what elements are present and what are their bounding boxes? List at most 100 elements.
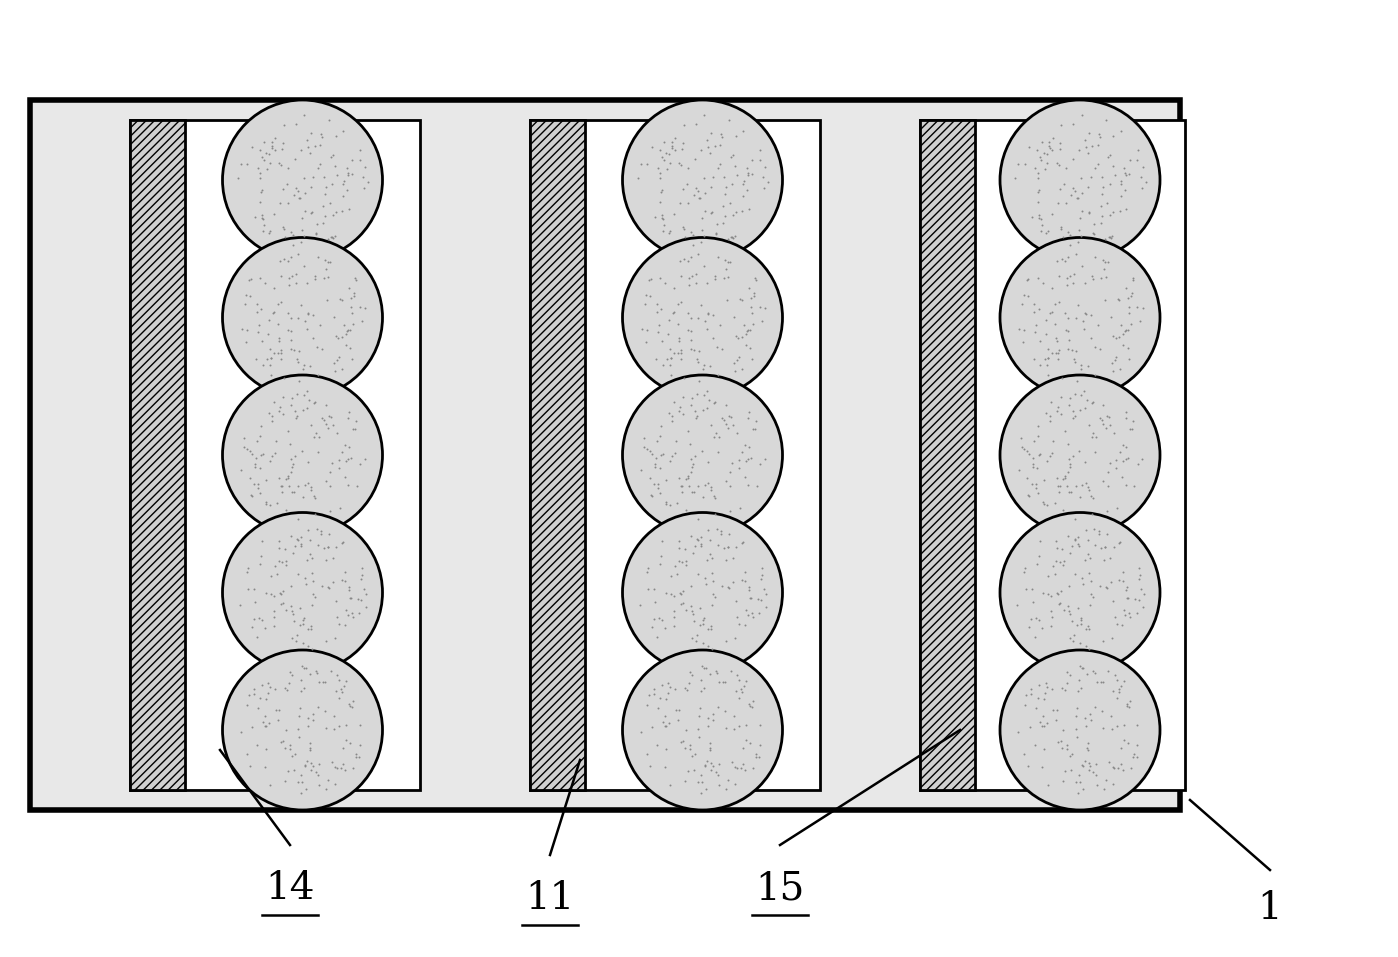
Point xyxy=(639,471,661,486)
Point xyxy=(699,735,721,750)
Point xyxy=(703,139,726,154)
Point xyxy=(1102,631,1124,646)
Point xyxy=(1125,738,1148,753)
Point xyxy=(1102,760,1124,775)
Point xyxy=(299,743,322,758)
Point xyxy=(679,436,702,452)
Circle shape xyxy=(222,513,383,673)
Circle shape xyxy=(222,650,383,810)
Point xyxy=(348,749,370,765)
Point xyxy=(720,409,742,424)
Point xyxy=(296,719,319,734)
Point xyxy=(331,444,354,459)
Point xyxy=(235,334,257,349)
Point xyxy=(330,535,352,550)
Point xyxy=(1037,586,1060,601)
Point xyxy=(1100,708,1123,723)
Point xyxy=(338,590,361,606)
Point xyxy=(334,437,356,453)
Point xyxy=(333,617,355,633)
Point xyxy=(1097,149,1120,165)
Point xyxy=(1118,422,1141,437)
Point xyxy=(306,250,329,265)
Point xyxy=(289,297,312,312)
Point xyxy=(298,476,320,491)
Point xyxy=(670,345,692,360)
Point xyxy=(320,663,343,679)
Point xyxy=(677,305,699,321)
Point xyxy=(1068,143,1090,158)
Point xyxy=(305,394,327,410)
Point xyxy=(270,735,292,750)
Point xyxy=(1033,472,1055,487)
Point xyxy=(726,667,748,682)
Point xyxy=(275,176,298,191)
Point xyxy=(1014,746,1036,761)
Point xyxy=(1104,349,1127,365)
Point xyxy=(259,568,281,584)
Point xyxy=(677,471,699,486)
Point xyxy=(288,246,310,261)
Point xyxy=(1092,474,1114,489)
Point xyxy=(312,198,334,213)
Point xyxy=(663,609,685,624)
Point xyxy=(738,590,761,606)
Point xyxy=(664,681,686,697)
Point xyxy=(256,161,278,176)
Point xyxy=(663,280,685,296)
Point xyxy=(1058,269,1081,284)
Point xyxy=(698,476,720,491)
Point xyxy=(1106,673,1128,688)
Point xyxy=(706,445,728,460)
Point xyxy=(681,545,703,561)
Text: 1: 1 xyxy=(1258,890,1282,927)
Point xyxy=(1081,429,1103,444)
Point xyxy=(657,685,679,701)
Point xyxy=(695,758,717,773)
Point xyxy=(296,305,319,321)
Point xyxy=(313,412,336,427)
Point xyxy=(674,680,696,696)
Point xyxy=(1022,459,1044,475)
Point xyxy=(274,741,296,756)
Point xyxy=(643,681,665,697)
Point xyxy=(1078,641,1100,657)
Point xyxy=(741,422,763,437)
Point xyxy=(245,594,267,610)
Point xyxy=(664,130,686,145)
Point xyxy=(281,484,303,500)
Point xyxy=(299,735,322,750)
Point xyxy=(320,754,343,769)
Point xyxy=(1026,194,1048,210)
Point xyxy=(1102,683,1124,699)
Point xyxy=(640,619,663,634)
Point xyxy=(713,270,735,285)
Point xyxy=(1007,597,1029,612)
Point xyxy=(1072,758,1095,773)
Point xyxy=(1069,635,1092,651)
Point xyxy=(1075,638,1097,654)
Point xyxy=(740,323,762,338)
Point xyxy=(1076,667,1099,682)
Point xyxy=(661,138,684,153)
Point xyxy=(1014,565,1036,580)
Point xyxy=(674,501,696,517)
Point xyxy=(1061,403,1083,418)
Point xyxy=(348,718,370,733)
Point xyxy=(651,358,674,373)
Point xyxy=(257,326,280,342)
Point xyxy=(699,532,721,547)
Point xyxy=(709,318,731,333)
Point xyxy=(301,550,323,566)
Point xyxy=(1090,703,1113,719)
Point xyxy=(756,175,779,190)
Point xyxy=(303,491,326,506)
Point xyxy=(699,145,721,161)
Point xyxy=(1106,500,1128,515)
Point xyxy=(260,586,282,601)
Point xyxy=(271,407,294,422)
Point xyxy=(675,553,698,568)
Point xyxy=(734,573,756,589)
Point xyxy=(1064,311,1086,326)
Point xyxy=(691,538,713,553)
